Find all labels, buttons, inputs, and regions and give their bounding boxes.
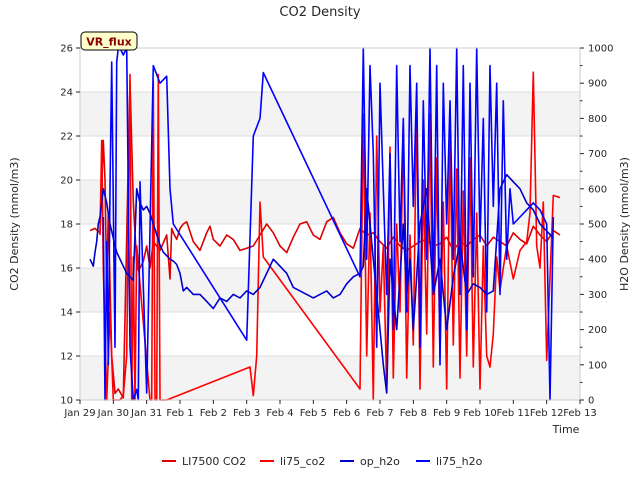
y-tick-label: 10 bbox=[60, 396, 73, 407]
annotation-label: VR_flux bbox=[86, 36, 132, 49]
y-tick-label: 26 bbox=[60, 44, 73, 55]
y2-tick-label: 1000 bbox=[588, 44, 613, 55]
x-tick-label: Jan 31 bbox=[130, 408, 162, 419]
y2-tick-label: 600 bbox=[588, 184, 607, 195]
x-tick-label: Feb 3 bbox=[233, 408, 260, 419]
y2-tick-label: 800 bbox=[588, 114, 607, 125]
x-axis-ticks: Jan 29 Jan 30 Jan 31 Feb 1 Feb 2 Feb 3 Feb 4 Fe… bbox=[63, 400, 597, 419]
x-tick-label: Feb 2 bbox=[200, 408, 227, 419]
x-tick-label: Feb 10 bbox=[463, 408, 497, 419]
y2-tick-label: 300 bbox=[588, 290, 607, 301]
plot-band bbox=[80, 356, 580, 400]
plot-band bbox=[80, 180, 580, 224]
legend-label: op_h2o bbox=[360, 455, 400, 468]
x-tick-label: Feb 4 bbox=[266, 408, 293, 419]
x-tick-label: Feb 7 bbox=[366, 408, 393, 419]
x-tick-label: Jan 30 bbox=[97, 408, 129, 419]
y2-tick-label: 900 bbox=[588, 79, 607, 90]
y2-tick-label: 400 bbox=[588, 255, 607, 266]
legend-label: LI7500 CO2 bbox=[182, 455, 246, 468]
x-tick-label: Feb 6 bbox=[333, 408, 360, 419]
legend-label: li75_co2 bbox=[280, 455, 325, 468]
x-tick-label: Feb 12 bbox=[530, 408, 564, 419]
y-tick-label: 14 bbox=[60, 308, 73, 319]
y2-tick-label: 700 bbox=[588, 149, 607, 160]
y2-tick-label: 100 bbox=[588, 360, 607, 371]
y2-tick-label: 200 bbox=[588, 325, 607, 336]
y-tick-label: 12 bbox=[60, 352, 73, 363]
y-tick-label: 16 bbox=[60, 264, 73, 275]
y2-axis-ticks: 0 100 200 300 400 500 600 700 800 900 1000 bbox=[580, 44, 613, 407]
y-axis-ticks: 10 12 14 16 18 20 22 24 26 bbox=[60, 44, 80, 407]
y2-tick-label: 0 bbox=[588, 396, 594, 407]
y2-tick-label: 500 bbox=[588, 220, 607, 231]
legend-label: li75_h2o bbox=[436, 455, 483, 468]
y-tick-label: 24 bbox=[60, 88, 73, 99]
y2-axis-label: H2O Density (mmol/m3) bbox=[618, 157, 631, 291]
x-tick-label: Feb 1 bbox=[166, 408, 193, 419]
x-tick-label: Feb 5 bbox=[300, 408, 327, 419]
y-axis-label: CO2 Density (mmol/m3) bbox=[8, 157, 21, 290]
plot-band bbox=[80, 136, 580, 180]
vr-flux-annotation: VR_flux bbox=[80, 31, 138, 51]
plot-band bbox=[80, 92, 580, 136]
x-tick-label: Feb 13 bbox=[563, 408, 597, 419]
y-tick-label: 22 bbox=[60, 132, 73, 143]
legend: LI7500 CO2 li75_co2 op_h2o li75_h2o bbox=[162, 455, 483, 468]
x-tick-label: Jan 29 bbox=[63, 408, 95, 419]
x-tick-label: Feb 8 bbox=[400, 408, 427, 419]
y-tick-label: 20 bbox=[60, 176, 73, 187]
x-tick-label: Feb 9 bbox=[433, 408, 460, 419]
series-layer bbox=[89, 47, 561, 401]
series-line-li75-co2 bbox=[99, 71, 561, 401]
chart-title: CO2 Density bbox=[279, 5, 360, 20]
series-line-op-h2o bbox=[89, 173, 554, 394]
annotation-box bbox=[80, 31, 138, 51]
x-tick-label: Feb 11 bbox=[497, 408, 531, 419]
x-axis-label: Time bbox=[552, 423, 580, 436]
y-tick-label: 18 bbox=[60, 220, 73, 231]
series-line-li75-h2o bbox=[102, 47, 555, 401]
